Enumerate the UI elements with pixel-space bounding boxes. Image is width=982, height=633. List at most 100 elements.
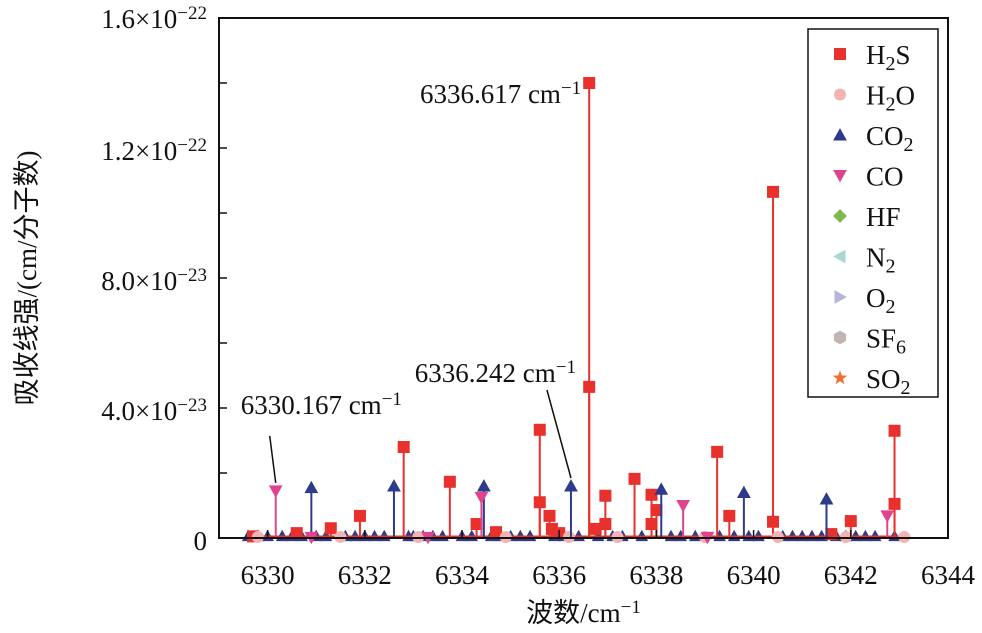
annotation-label: 6336.242 cm−1 [415,357,576,388]
text-main: 8.0×10 [101,266,177,296]
legend-label: CO [866,162,904,192]
h2s-point [589,522,602,535]
text-main: 6330.167 cm [241,390,382,420]
x-tick-label: 6332 [338,560,392,590]
y-tick-label: 8.0×10−23 [101,265,207,296]
h2s-point [290,527,303,540]
y-tick-label: 1.2×10−22 [101,135,207,166]
text-main: 波数/cm [526,598,621,628]
h2s-point [543,509,556,522]
co-point [880,510,895,523]
text-part: 2 [886,296,896,318]
co2-baseline-point [523,529,537,542]
co2-baseline-point [635,529,649,542]
series-co [268,485,895,545]
y-axis-label: 吸收线强/(cm/分子数) [12,151,42,406]
text-sup: −1 [556,357,576,378]
h2s-point [443,475,456,488]
text-main: 4.0×10 [101,396,177,426]
x-tick-label: 6330 [241,560,295,590]
co-point [268,485,283,498]
h2s-point [583,77,596,89]
h2s-point [645,518,658,531]
text-part: 2 [886,94,896,116]
text-part: H [866,81,886,111]
legend-marker-triangle-left [833,249,846,264]
h2s-point [324,522,337,535]
text-sup: −1 [621,597,641,618]
x-tick-label: 6336 [532,560,586,590]
h2s-point [353,509,366,522]
annotation-label: 6330.167 cm−1 [241,389,402,420]
h2s-point [599,489,612,502]
co2-point [304,480,319,494]
h2s-point [645,488,658,501]
legend-marker-triangle-up [833,128,847,141]
y-tick-label: 4.0×10−23 [101,395,207,426]
legend-item-h2o: H2O [834,81,915,116]
h2s-point [583,380,596,393]
x-tick-label: 6342 [824,560,878,590]
co2-baseline-point [674,529,688,542]
legend-label: H2S [866,40,911,75]
legend-label: N2 [866,243,896,278]
legend-label: H2O [866,81,915,116]
text-part: HF [866,202,901,232]
legend-marker-square [834,48,846,60]
co-point [676,499,691,513]
co-point [474,491,489,505]
text-sup: −22 [177,3,207,24]
text-part: O [896,81,916,111]
h2s-point [650,504,663,517]
text-main: 6336.617 cm [420,79,561,109]
h2s-point [767,185,780,198]
h2s-point [767,515,780,528]
legend-marker-triangle-down [833,169,847,183]
legend-marker-hexagon [834,330,846,345]
x-tick-label: 6334 [435,560,490,590]
text-part: SO [866,364,901,394]
h2s-point [533,496,546,509]
text-main: 1.6×10 [101,4,177,34]
legend-label: HF [866,202,901,232]
x-tick-label: 6338 [629,560,683,590]
annotation-arrow [268,435,277,483]
legend-item-co2: CO2 [833,121,914,156]
text-sup: −23 [177,395,207,416]
x-tick-label: 6340 [727,560,781,590]
text-main: 1.2×10 [101,136,177,166]
text-part: H [866,40,886,70]
h2s-point [888,497,901,510]
h2s-point [490,526,503,539]
legend-label: SF6 [866,324,906,359]
y-tick-label: 0 [194,526,208,556]
h2s-point [711,445,724,458]
h2s-point [470,518,483,531]
series-h2s [247,77,901,543]
axes: 6330 6332 6334 6336 6338 6340 6342 634404.0×10−… [12,3,976,628]
co2-baseline-point [868,529,882,542]
legend-label: SO2 [866,364,911,399]
text-part: S [896,40,911,70]
co2-baseline-point [713,529,726,542]
co2-baseline-point [436,529,449,542]
h2s-point [397,441,410,453]
h2s-point [888,424,901,437]
text-part: O [866,283,886,313]
legend-item-o2: O2 [834,283,896,318]
h2s-point [723,509,736,522]
co2-point [476,479,491,492]
legend-item-co: CO [833,162,904,192]
legend-label: O2 [866,283,896,318]
h2s-point [844,515,857,528]
annotation-label: 6336.617 cm−1 [420,78,581,109]
legend-marker-diamond [833,209,847,223]
legend-marker-triangle-right [834,290,847,304]
series-co2 [304,479,834,538]
h2s-point [628,472,641,485]
legend-box [807,28,939,398]
text-main: 6336.242 cm [415,358,556,388]
text-part: 2 [886,53,896,75]
